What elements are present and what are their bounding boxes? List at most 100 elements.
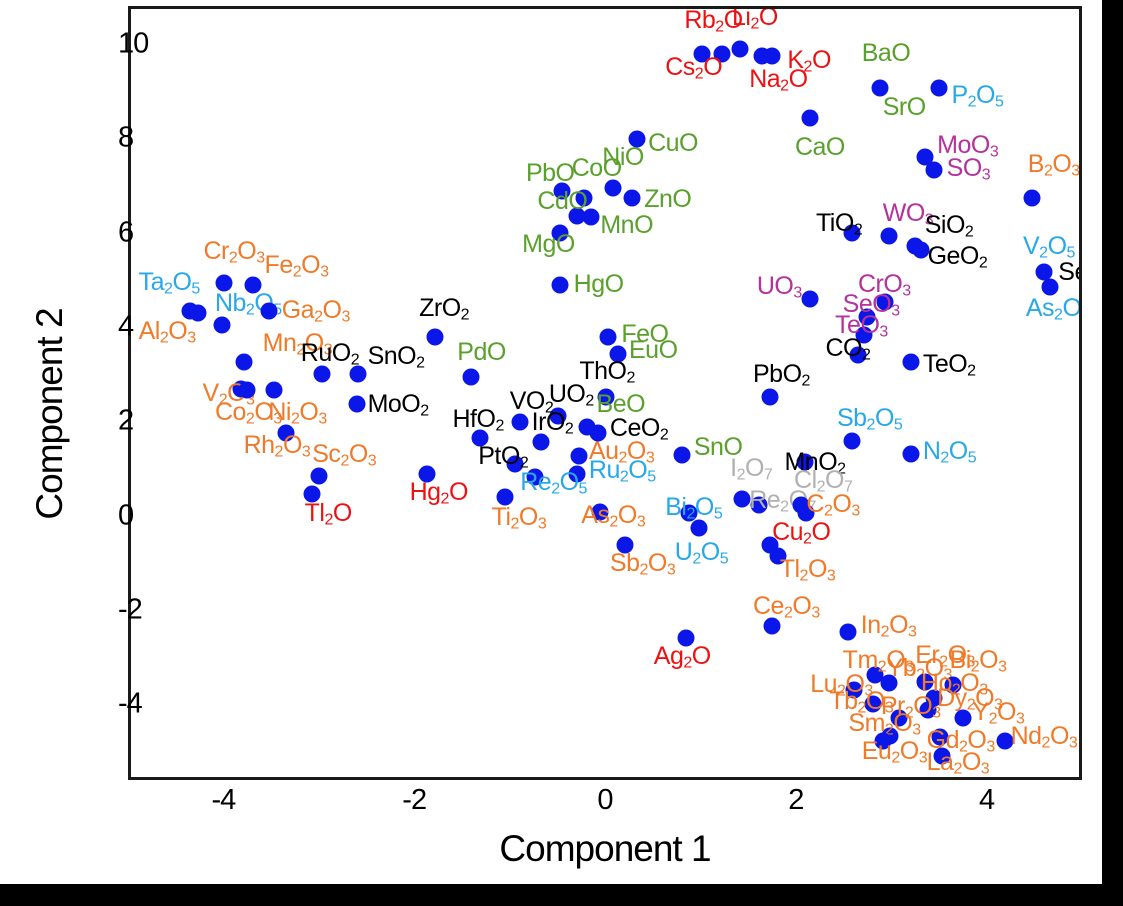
data-point <box>880 674 898 692</box>
point-label: MgO <box>522 229 575 258</box>
data-point <box>855 326 873 344</box>
figure-canvas: Component 2 Component 1 Rb2O Li2O Cs2O Na2O… <box>0 0 1102 884</box>
point-label: TeO2 <box>922 350 976 380</box>
data-point <box>349 365 367 383</box>
point-label: As2O5 <box>1025 293 1079 324</box>
x-tick-label: 2 <box>788 784 804 816</box>
point-label: Li2O <box>732 9 778 33</box>
data-point <box>733 490 751 508</box>
point-label: MnO <box>600 211 654 240</box>
data-point <box>761 388 779 406</box>
point-label: Cu2O <box>772 517 831 548</box>
point-label: SO3 <box>946 154 991 184</box>
point-label: Pr2O3 <box>880 691 941 722</box>
point-label: PtO2 <box>478 442 529 472</box>
point-label: WO3 <box>882 199 934 229</box>
data-point <box>215 274 233 292</box>
point-label: ZrO2 <box>419 293 470 324</box>
point-label: Er2O3 <box>915 640 975 671</box>
data-point <box>277 424 295 442</box>
point-label: B2O3 <box>1027 149 1079 180</box>
data-point <box>858 308 876 326</box>
point-label: Tl2O3 <box>779 554 836 585</box>
y-axis-label: Component 2 <box>29 308 70 520</box>
plot-area: Rb2O Li2O Cs2O Na2O K2O BaO SrO P2O5 CuO CaO MoO3 S… <box>128 6 1082 780</box>
point-label: SnO2 <box>367 342 425 372</box>
data-point <box>713 45 731 63</box>
data-point <box>551 224 569 242</box>
data-point <box>839 623 857 641</box>
data-point <box>244 276 262 294</box>
data-point <box>628 130 646 148</box>
data-point <box>506 455 523 473</box>
data-point <box>801 290 819 308</box>
data-point <box>582 208 600 226</box>
data-point <box>568 207 586 225</box>
data-point <box>866 666 884 684</box>
point-label: Rb2O <box>684 9 743 36</box>
point-label: HfO2 <box>452 404 504 435</box>
point-label: Sb2O5 <box>836 403 903 434</box>
data-point <box>609 345 627 363</box>
data-point <box>568 465 586 483</box>
point-label: Ga2O3 <box>281 296 351 326</box>
point-label: Fe2O3 <box>264 251 329 281</box>
data-point <box>880 227 898 245</box>
point-label: SeO2 <box>1058 258 1079 287</box>
data-point <box>511 413 529 431</box>
point-label: Sb2O3 <box>609 548 676 579</box>
scatter-layer: Rb2O Li2O Cs2O Na2O K2O BaO SrO P2O5 CuO CaO MoO3 S… <box>131 9 1079 777</box>
point-label: N2O5 <box>922 436 977 467</box>
point-label: Al2O3 <box>138 317 197 347</box>
point-label: Bi2O5 <box>665 493 723 523</box>
point-label: I2O7 <box>730 454 773 484</box>
data-point <box>597 388 615 406</box>
data-point <box>575 189 593 207</box>
data-point <box>623 189 641 207</box>
point-label: FeO <box>621 319 669 348</box>
data-point <box>496 488 514 506</box>
point-label: Hg2O <box>409 477 469 508</box>
data-point <box>599 328 617 346</box>
point-label: MoO2 <box>367 390 430 420</box>
point-label: CeO2 <box>609 414 669 444</box>
point-label: Lu2O3 <box>810 669 873 700</box>
point-label: IrO2 <box>531 408 574 438</box>
data-point <box>1041 278 1059 296</box>
data-point <box>238 381 256 399</box>
point-label: TiO2 <box>815 208 863 239</box>
data-point <box>902 445 920 463</box>
point-label: K2O <box>787 45 831 76</box>
point-label: Ru2O5 <box>588 455 656 486</box>
point-label: BeO <box>596 390 646 419</box>
data-point <box>933 747 951 765</box>
point-label: UO2 <box>548 380 594 410</box>
data-point <box>260 302 278 320</box>
point-label: Tl2O <box>304 498 353 529</box>
point-label: MnO2 <box>784 448 846 478</box>
data-point <box>874 732 892 750</box>
data-point <box>526 468 544 486</box>
data-point <box>843 224 861 242</box>
point-label: PbO2 <box>753 359 810 390</box>
point-label: Eu2O3 <box>861 737 928 767</box>
point-label: PdO <box>457 337 506 366</box>
point-label: Ta2O5 <box>138 267 201 298</box>
data-point <box>604 179 622 197</box>
data-point <box>418 465 436 483</box>
data-point <box>925 161 943 179</box>
data-point <box>996 732 1014 750</box>
data-point <box>871 79 889 97</box>
point-label: ThO2 <box>579 357 635 387</box>
data-point <box>570 447 588 465</box>
point-label: SeO3 <box>842 290 900 320</box>
point-label: CoO <box>571 154 622 183</box>
point-label: UO3 <box>756 271 802 302</box>
point-label: TeO3 <box>835 311 888 341</box>
data-point <box>763 47 781 65</box>
data-point <box>265 381 283 399</box>
data-point <box>916 673 934 691</box>
point-label: CO2 <box>825 333 871 364</box>
point-label: MoO3 <box>937 130 999 161</box>
point-label: CuO <box>648 128 698 157</box>
